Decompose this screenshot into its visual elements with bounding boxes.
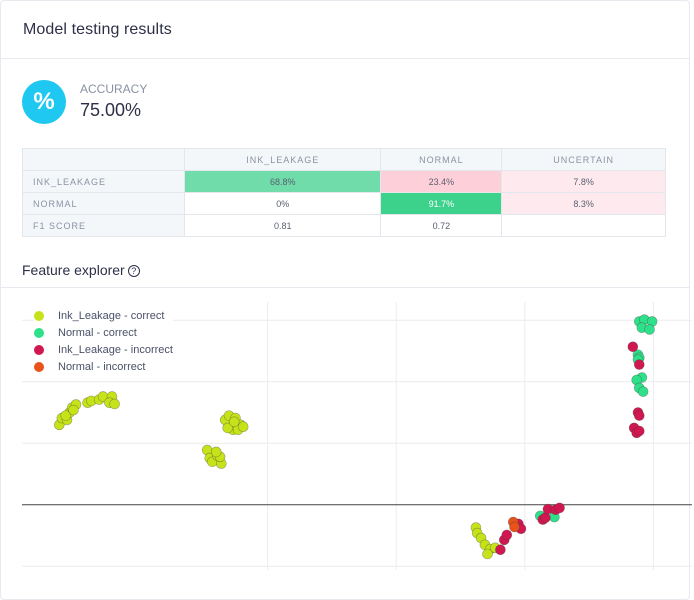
data-point [509,521,520,533]
data-point [210,446,222,458]
data-point [222,422,234,434]
matrix-cell: 0% [183,192,382,215]
accuracy-value: 75.00% [80,100,142,120]
accuracy-label: ACCURACY [80,82,148,96]
confusion-matrix: INK_LEAKAGE NORMAL UNCERTAIN INK_LEAKAGE… [22,148,666,237]
row-header: F1 SCORE [22,214,185,237]
legend-item[interactable]: Normal - correct [34,324,173,341]
legend-label: Ink_Leakage - incorrect [58,343,173,356]
data-point [495,544,506,556]
data-point [501,529,513,541]
matrix-corner [22,148,185,171]
matrix-row: INK_LEAKAGE 68.8% 23.4% 7.8% [22,170,666,193]
matrix-cell: 7.8% [501,170,666,193]
matrix-cell: 8.3% [501,192,666,215]
chart-legend: Ink_Leakage - correct Normal - correct Ink… [34,307,173,375]
legend-label: Normal - correct [58,326,137,339]
data-point [228,416,240,428]
data-point [482,548,493,560]
matrix-cell: 0.81 [183,214,382,237]
data-point [644,324,655,335]
legend-item[interactable]: Ink_Leakage - incorrect [34,341,173,358]
legend-marker [34,344,44,355]
feature-explorer-heading: Feature explorer? [22,262,140,278]
legend-label: Normal - incorrect [58,360,146,373]
card-header: Model testing results [1,1,689,59]
data-point [554,502,565,514]
divider [0,287,690,288]
column-header: NORMAL [380,148,503,171]
data-point [627,341,639,353]
legend-item[interactable]: Ink_Leakage - correct [34,307,173,324]
matrix-row: NORMAL 0% 91.7% 8.3% [22,192,666,215]
card-title: Model testing results [23,21,172,38]
row-header: NORMAL [22,192,185,215]
legend-marker [34,327,44,338]
legend-marker [34,361,44,372]
legend-label: Ink_Leakage - correct [58,309,165,322]
column-header: UNCERTAIN [501,148,666,171]
matrix-cell [501,214,666,237]
feature-explorer-title: Feature explorer [22,262,125,278]
percent-icon: % [22,80,66,124]
matrix-cell: 91.7% [380,192,503,215]
matrix-cell: 0.72 [380,214,503,237]
matrix-row: F1 SCORE 0.81 0.72 [22,214,666,237]
data-point [109,398,120,410]
matrix-cell: 23.4% [380,170,503,193]
data-point [60,410,72,421]
data-point [633,425,645,437]
data-point [633,410,645,421]
row-header: INK_LEAKAGE [22,170,185,193]
legend-marker [34,310,44,321]
data-point [237,421,249,432]
accuracy-widget: % ACCURACY 75.00% [22,80,147,124]
column-header: INK_LEAKAGE [183,148,382,171]
matrix-cell: 68.8% [183,170,382,193]
data-point [68,404,79,416]
data-point [633,359,645,370]
matrix-header-row: INK_LEAKAGE NORMAL UNCERTAIN [22,148,666,171]
data-point [637,386,649,397]
question-circle-icon[interactable]: ? [127,265,140,277]
legend-item[interactable]: Normal - incorrect [34,358,173,375]
